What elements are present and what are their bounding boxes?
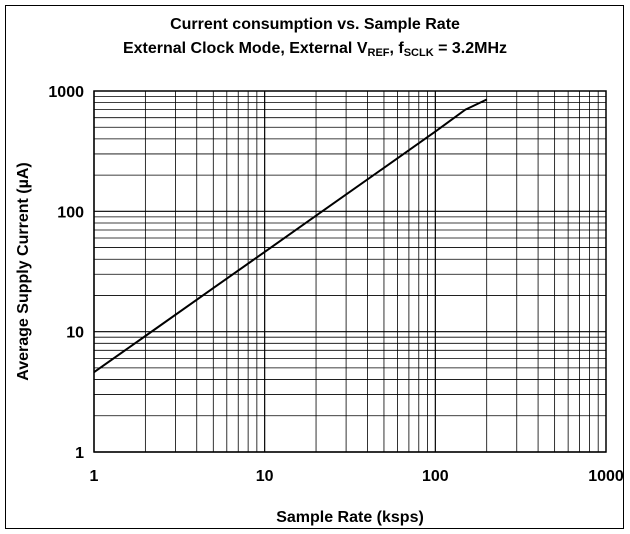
chart-frame (5, 5, 624, 529)
plot-area-border (93, 90, 607, 453)
chart-subtitle: External Clock Mode, External VREF, fSCL… (0, 40, 630, 59)
x-tick-label: 1000 (588, 468, 624, 485)
x-tick-label: 10 (256, 468, 274, 485)
y-tick-labels: 1 10 100 1000 (48, 84, 84, 462)
y-tick-label: 10 (66, 325, 84, 342)
y-tick-label: 1 (75, 445, 84, 462)
x-axis-label: Sample Rate (ksps) (276, 509, 424, 526)
y-tick-label: 100 (57, 204, 84, 221)
chart-title: Current consumption vs. Sample Rate (170, 16, 460, 33)
subtitle-part-1: External Clock Mode, External V (122, 40, 368, 57)
subtitle-part-2: , f (389, 40, 404, 57)
y-axis-label: Average Supply Current (µA) (15, 162, 32, 380)
y-tick-label: 1000 (48, 84, 84, 101)
subtitle-sub-sclk: SCLK (403, 47, 434, 59)
subtitle-sub-ref: REF (367, 47, 390, 59)
grid (93, 91, 606, 453)
subtitle-part-3: = 3.2MHz (433, 40, 508, 57)
x-tick-label: 100 (422, 468, 449, 485)
x-tick-label: 1 (90, 468, 99, 485)
series-line (93, 98, 488, 374)
x-tick-labels: 1 10 100 1000 (90, 468, 624, 485)
